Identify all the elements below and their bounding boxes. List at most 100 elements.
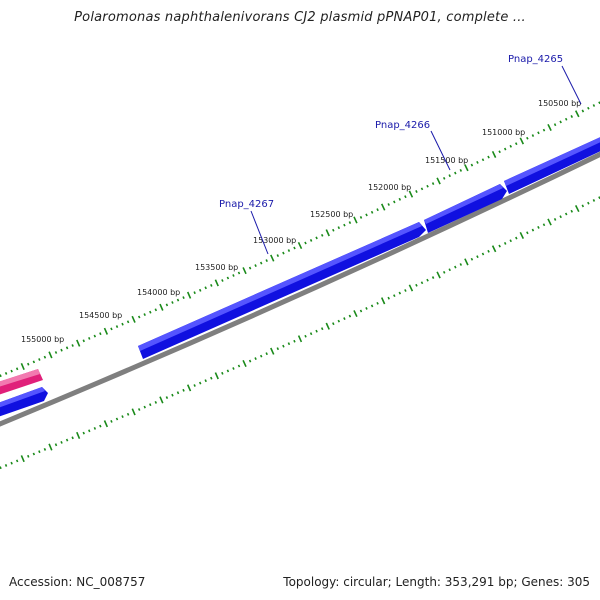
inner-scale-major-tick [464,258,469,266]
inner-scale-minor-tick [221,371,224,375]
inner-scale-minor-tick [509,239,512,243]
outer-scale-minor-tick [99,332,102,336]
forward-strand-gene-pnap-4267[interactable] [138,222,426,359]
inner-scale-minor-tick [404,289,407,292]
inner-scale-minor-tick [304,334,307,338]
scale-label: 154000 bp [137,288,180,297]
inner-scale-major-tick [491,245,497,253]
forward-strand-gene-pnap-4265[interactable] [504,135,600,194]
inner-scale-minor-tick [426,278,429,282]
outer-scale-minor-tick [71,344,74,347]
inner-scale-major-tick [270,347,275,355]
inner-scale-minor-tick [237,364,241,368]
outer-scale-minor-tick [93,334,97,338]
outer-scale-minor-tick [498,150,501,154]
genome-summary: Topology: circular; Length: 353,291 bp; … [283,575,590,589]
inner-scale-minor-tick [470,257,474,261]
inner-scale-minor-tick [149,403,152,407]
outer-scale-minor-tick [115,325,119,329]
inner-scale-minor-tick [71,436,74,440]
inner-scale-minor-tick [398,291,402,295]
outer-scale-minor-tick [514,142,518,146]
outer-scale-minor-tick [237,271,241,275]
scale-label: 154500 bp [79,311,122,320]
outer-scale-major-tick [270,254,275,262]
outer-scale-minor-tick [387,203,390,206]
outer-scale-minor-tick [442,176,446,180]
outer-scale-minor-tick [398,197,402,201]
inner-scale-minor-tick [4,464,8,467]
outer-scale-minor-tick [82,339,85,343]
outer-scale-major-tick [325,229,330,237]
inner-scale-minor-tick [293,339,296,343]
outer-scale-minor-tick [376,208,379,212]
inner-scale-major-tick [186,384,192,392]
inner-scale-minor-tick [454,265,457,269]
gene-label-pnap-4265[interactable]: Pnap_4265 [508,54,563,65]
inner-scale-minor-tick [15,459,19,463]
inner-scale-minor-tick [559,215,562,219]
outer-scale-minor-tick [553,123,557,127]
outer-scale-major-tick [242,267,247,275]
outer-scale-minor-tick [193,291,196,295]
inner-scale-minor-tick [503,241,507,245]
outer-scale-major-tick [547,123,552,131]
inner-scale-minor-tick [0,466,2,470]
inner-scale-minor-tick [359,309,363,313]
inner-scale-minor-tick [143,405,146,409]
outer-scale-minor-tick [431,182,435,186]
inner-scale-minor-tick [431,276,435,279]
outer-scale-minor-tick [359,216,363,219]
outer-scale-major-tick [131,315,136,323]
outer-scale-major-tick [186,291,192,299]
inner-scale-minor-tick [198,381,202,385]
outer-scale-minor-tick [481,158,485,162]
outer-scale-minor-tick [65,346,69,350]
outer-scale-minor-tick [343,223,346,227]
forward-strand-gene-pnap-4266[interactable] [424,184,507,233]
outer-scale-major-tick [103,327,109,335]
outer-scale-minor-tick [198,288,202,292]
outer-scale-minor-tick [459,168,463,172]
outer-scale-major-tick [574,110,580,118]
gene-label-pnap-4266[interactable]: Pnap_4266 [375,120,430,131]
outer-scale-minor-tick [470,163,474,167]
inner-scale-ticks [0,196,600,470]
inner-scale-minor-tick [82,431,85,435]
inner-scale-minor-tick [309,332,313,336]
inner-scale-minor-tick [542,223,546,227]
inner-scale-minor-tick [126,412,130,416]
outer-scale-minor-tick [259,261,263,265]
outer-scale-minor-tick [287,249,291,252]
outer-scale-minor-tick [415,190,418,193]
outer-scale-minor-tick [404,195,407,199]
inner-scale-minor-tick [226,369,230,373]
inner-scale-minor-tick [32,452,36,456]
inner-scale-major-tick [436,271,441,279]
outer-scale-minor-tick [448,174,451,178]
outer-scale-major-tick [48,351,53,359]
outer-scale-minor-tick [320,233,324,237]
outer-scale-minor-tick [393,200,396,204]
inner-scale-minor-tick [276,347,280,351]
gene-label-pnap-4267[interactable]: Pnap_4267 [219,199,274,210]
forward-strand-gene-left[interactable] [0,387,48,418]
outer-scale-minor-tick [10,369,13,373]
scale-label: 151500 bp [425,156,468,165]
outer-scale-minor-tick [210,283,213,287]
outer-scale-minor-tick [564,117,568,121]
reverse-strand-gene[interactable] [0,369,43,396]
outer-scale-minor-tick [526,136,529,140]
inner-scale-minor-tick [54,443,58,447]
outer-scale-minor-tick [121,322,124,326]
inner-scale-minor-tick [481,252,485,256]
inner-scale-minor-tick [592,199,596,202]
outer-scale-minor-tick [88,336,91,340]
outer-scale-minor-tick [592,104,596,107]
scale-label: 153000 bp [253,236,296,245]
inner-scale-minor-tick [531,228,535,232]
outer-scale-minor-tick [43,355,47,359]
inner-scale-minor-tick [99,424,102,428]
inner-scale-minor-tick [182,388,185,392]
